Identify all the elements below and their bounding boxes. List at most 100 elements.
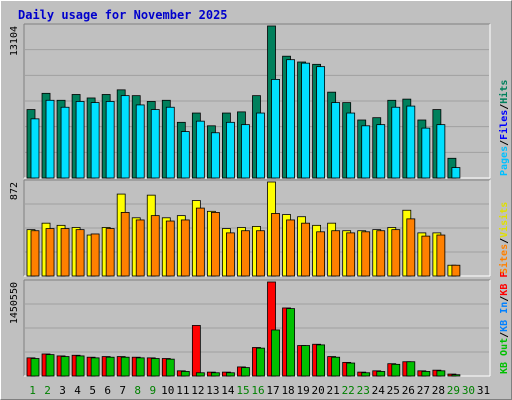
bar-kbytes-kb-out-day-12 — [195, 372, 205, 377]
x-tick-label-day-21: 21 — [327, 384, 340, 397]
bar-hits-pages-day-11 — [180, 131, 190, 179]
bar-kbytes-kb-out-day-20 — [316, 344, 326, 377]
bar-visits-sites-day-20 — [316, 231, 326, 277]
x-tick-label-day-18: 18 — [281, 384, 294, 397]
bar-hits-pages-day-1 — [30, 118, 40, 179]
x-tick-label-day-29: 29 — [447, 384, 460, 397]
x-tick-label-day-19: 19 — [296, 384, 309, 397]
panel-visits-legend: Sites/Visits — [498, 202, 510, 274]
panel-kbytes-legend: KB Out/KB In/KB F — [499, 272, 510, 374]
bar-hits-pages-day-4 — [75, 101, 85, 179]
bar-hits-pages-day-8 — [135, 104, 145, 179]
x-tick-label-day-17: 17 — [266, 384, 279, 397]
bar-visits-sites-day-10 — [165, 220, 175, 277]
bar-hits-pages-day-22 — [346, 112, 356, 179]
bar-kbytes-kb-out-day-18 — [286, 308, 295, 377]
bar-kbytes-kb-out-day-27 — [421, 371, 431, 377]
bar-kbytes-kb-out-day-7 — [120, 356, 130, 377]
bar-kbytes-kb-out-day-22 — [346, 362, 356, 377]
bar-visits-sites-day-9 — [150, 215, 160, 277]
legend-entry: Hits — [498, 80, 510, 104]
x-tick-label-day-13: 13 — [206, 384, 219, 397]
bar-visits-sites-day-15 — [241, 230, 250, 277]
bar-hits-pages-day-28 — [436, 124, 446, 179]
x-tick-label-day-20: 20 — [312, 384, 325, 397]
bar-hits-pages-day-6 — [105, 101, 115, 179]
bar-hits-pages-day-26 — [406, 105, 416, 179]
panel-kbytes-max-label: 1450550 — [9, 282, 20, 324]
legend-entry: / — [499, 296, 510, 302]
bar-kbytes-kb-out-day-3 — [60, 356, 70, 377]
x-tick-label-day-6: 6 — [104, 384, 111, 397]
bar-kbytes-kb-out-day-11 — [180, 371, 190, 377]
x-tick-label-day-1: 1 — [29, 384, 36, 397]
x-tick-label-day-16: 16 — [251, 384, 264, 397]
x-tick-label-day-3: 3 — [59, 384, 66, 397]
bar-visits-sites-day-16 — [256, 230, 265, 277]
bar-visits-sites-day-24 — [376, 230, 386, 277]
bar-kbytes-kb-out-day-24 — [376, 371, 386, 377]
bar-hits-pages-day-15 — [241, 124, 250, 179]
bar-visits-sites-day-6 — [105, 228, 115, 277]
x-tick-label-day-14: 14 — [221, 384, 235, 397]
bar-hits-pages-day-9 — [150, 109, 160, 179]
x-tick-label-day-25: 25 — [387, 384, 400, 397]
bar-kbytes-kb-out-day-14 — [226, 372, 235, 377]
x-tick-label-day-7: 7 — [119, 384, 126, 397]
bar-hits-pages-day-3 — [60, 106, 70, 179]
bar-visits-sites-day-4 — [75, 229, 85, 277]
bar-visits-sites-day-19 — [301, 222, 310, 277]
panel-hits-legend: Pages/Files/Hits — [498, 80, 510, 176]
bar-visits-sites-day-26 — [406, 218, 416, 277]
bar-visits-sites-day-25 — [391, 229, 401, 277]
x-tick-label-day-8: 8 — [134, 384, 141, 397]
bar-visits-sites-day-1 — [30, 230, 40, 277]
bar-hits-pages-day-21 — [331, 102, 341, 179]
bar-visits-sites-day-7 — [120, 211, 130, 277]
bar-hits-pages-day-12 — [195, 120, 205, 179]
bar-hits-pages-day-25 — [391, 106, 401, 179]
bar-kbytes-kb-out-day-19 — [301, 345, 310, 377]
bar-kbytes-kb-out-day-23 — [361, 372, 371, 377]
bar-visits-sites-day-21 — [331, 230, 341, 277]
bar-visits-sites-day-12 — [195, 207, 205, 277]
x-tick-label-day-30: 30 — [462, 384, 475, 397]
bar-hits-pages-day-29 — [451, 167, 461, 179]
bar-kbytes-kb-out-day-9 — [150, 358, 160, 377]
bar-hits-pages-day-10 — [165, 106, 175, 179]
x-tick-label-day-5: 5 — [89, 384, 96, 397]
x-tick-label-day-23: 23 — [357, 384, 370, 397]
bar-kbytes-kb-out-day-26 — [406, 361, 416, 377]
bar-kbytes-kb-out-day-6 — [105, 356, 115, 377]
bar-kbytes-kb-out-day-28 — [436, 370, 446, 377]
bar-visits-sites-day-2 — [45, 228, 55, 277]
bar-visits-sites-day-3 — [60, 228, 70, 277]
bar-kbytes-kb-out-day-25 — [391, 363, 401, 377]
legend-entry: KB F — [499, 272, 510, 296]
bar-kbytes-kb-out-day-5 — [90, 357, 100, 377]
legend-entry: KB In — [499, 302, 510, 332]
legend-entry: KB Out — [499, 338, 510, 374]
bar-visits-sites-day-23 — [361, 231, 371, 277]
x-tick-label-day-10: 10 — [161, 384, 174, 397]
bar-kbytes-kb-out-day-13 — [210, 372, 220, 377]
bar-hits-pages-day-20 — [316, 66, 326, 179]
bar-hits-pages-day-18 — [286, 59, 295, 179]
bar-visits-sites-day-29 — [451, 264, 461, 277]
panel-hits-max-label: 13104 — [9, 26, 20, 56]
bar-kbytes-kb-out-day-8 — [135, 357, 145, 377]
x-tick-label-day-22: 22 — [342, 384, 355, 397]
legend-entry: / — [499, 104, 510, 110]
bar-hits-pages-day-19 — [301, 62, 310, 179]
bar-visits-sites-day-13 — [210, 211, 220, 277]
x-tick-label-day-9: 9 — [149, 384, 156, 397]
bar-visits-sites-day-22 — [346, 232, 356, 277]
bar-hits-pages-day-23 — [361, 125, 371, 179]
legend-entry: Pages — [499, 146, 510, 176]
bar-hits-pages-day-14 — [226, 121, 235, 179]
bar-hits-pages-day-13 — [210, 132, 220, 179]
bar-hits-pages-day-5 — [90, 102, 100, 179]
legend-entry: Visits — [498, 202, 510, 238]
bar-kbytes-kb-f-day-12 — [191, 325, 201, 377]
